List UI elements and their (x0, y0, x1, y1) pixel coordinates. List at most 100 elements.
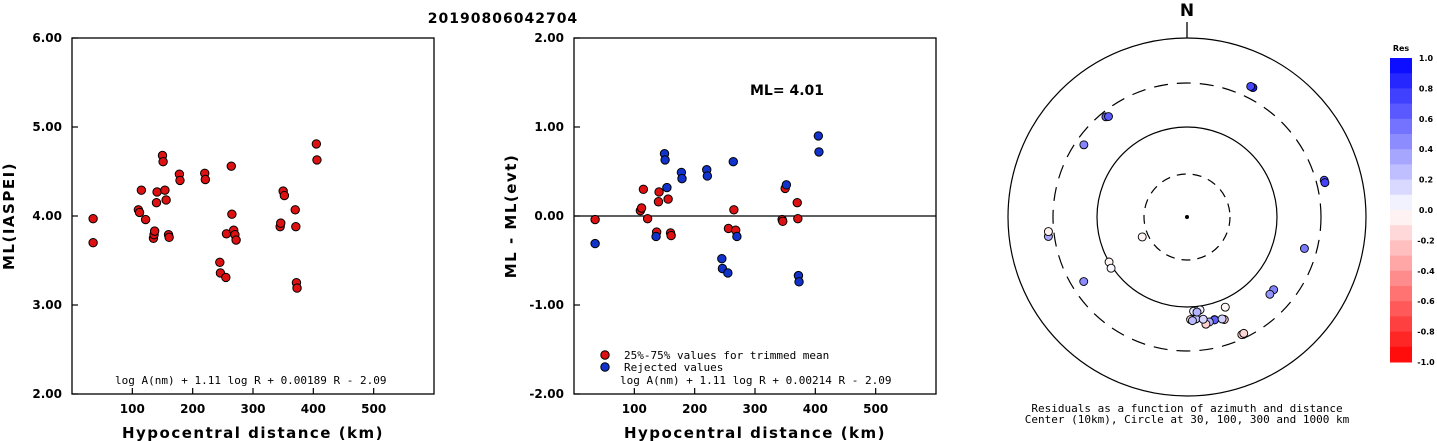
colorbar-cell (1390, 240, 1412, 257)
plot1-point (290, 205, 300, 215)
colorbar-cell (1390, 164, 1412, 181)
plot2-point-trimmed (590, 214, 600, 225)
magnitude-vs-distance-plot: 100 200 300 400 500 2.00 3.00 4.00 5.00 6.00 Hypo… (0, 31, 435, 441)
polar-point (1299, 244, 1309, 253)
plot1-point (292, 283, 302, 293)
plot1-xtick-label: 200 (180, 402, 205, 416)
plot2-point-rejected (702, 171, 713, 181)
colorbar-tick-label: -0.2 (1417, 236, 1435, 245)
plot2-point-trimmed (642, 213, 653, 224)
epicenter-marker (1185, 215, 1189, 219)
colorbar-cell (1390, 210, 1412, 226)
plot2-ytick-label: -2.00 (529, 387, 564, 401)
plot1-point (164, 232, 174, 243)
plot1-point (227, 209, 237, 219)
plot2-xtick-label: 100 (622, 402, 647, 416)
colorbar-cell (1390, 58, 1412, 74)
plot2-point-rejected (662, 182, 672, 193)
colorbar-title: Res (1393, 44, 1410, 53)
polar-point (1192, 307, 1202, 317)
azimuth-polar-plot: N Residuals as a function of azimuth and… (1007, 1, 1367, 426)
colorbar-cell (1390, 88, 1412, 105)
plot1-point (134, 207, 145, 218)
plot2-point-trimmed (654, 187, 664, 197)
colorbar-cell (1390, 286, 1412, 302)
plot2-point-trimmed (793, 213, 803, 224)
plot1-point (88, 213, 98, 224)
polar-point (1043, 227, 1053, 237)
plot2-xtick-label: 300 (742, 402, 767, 416)
ring-1000km (1007, 37, 1367, 397)
plot1-ytick-label: 5.00 (32, 120, 62, 134)
plot1-point (215, 257, 225, 267)
plot1-points (88, 139, 322, 293)
polar-point (1239, 328, 1249, 338)
plot2-point-rejected (813, 131, 824, 141)
plot1-point (140, 214, 151, 225)
plot1-point (158, 157, 168, 167)
ml-value-label: ML= 4.01 (750, 83, 824, 99)
north-label: N (1180, 1, 1194, 21)
plot2-point-rejected (794, 277, 804, 287)
plot1-point (276, 218, 286, 228)
plot2-xtick-label: 400 (803, 402, 828, 416)
colorbar-cell (1390, 103, 1412, 120)
plot1-xtick-label: 300 (240, 402, 265, 416)
colorbar-cell (1390, 225, 1412, 241)
colorbar-tick-label: 0.8 (1419, 84, 1434, 93)
plot1-point (161, 195, 171, 205)
plot1-point (175, 175, 185, 186)
colorbar-tick-labels: 1.0 0.8 0.6 0.4 0.2 0.0 -0.2 -0.4 -0.6 -0.8 -1.0 (1417, 54, 1435, 367)
plot2-point-rejected (590, 238, 600, 249)
plot2-point-rejected (717, 254, 727, 264)
plot2-axis-ticks: 100 200 300 400 500 -2.00 -1.00 0.00 1.00 2.00 (529, 31, 888, 416)
colorbar-tick-label: 0.2 (1419, 176, 1433, 185)
plot1-point (231, 235, 241, 245)
plot2-point-rejected (781, 180, 792, 190)
plot2-ytick-label: -1.00 (529, 298, 564, 312)
plot1-frame (71, 37, 435, 395)
plot2-point-trimmed (636, 203, 647, 213)
plot2-point-rejected (723, 268, 733, 278)
polar-point (1137, 232, 1147, 242)
polar-caption-line2: Center (10km), Circle at 30, 100, 300 an… (1025, 413, 1350, 426)
plot2-point-rejected (732, 231, 742, 242)
polar-point (1079, 140, 1089, 150)
plot1-point (226, 161, 236, 171)
plot2-ytick-label: 1.00 (534, 120, 564, 134)
polar-point (1079, 277, 1089, 286)
plot1-ytick-label: 4.00 (32, 209, 62, 223)
ring-300km (1052, 82, 1322, 352)
colorbar-cell (1390, 270, 1412, 287)
colorbar-tick-label: 1.0 (1419, 54, 1434, 63)
plot2-point-rejected (677, 173, 687, 184)
plot2-point-rejected (728, 157, 738, 167)
legend-label-trimmed: 25%-75% values for trimmed mean (624, 349, 829, 362)
polar-caption-line1: Residuals as a function of azimuth and d… (1031, 402, 1342, 415)
plot1-point (151, 197, 162, 208)
legend-label-rejected: Rejected values (624, 361, 723, 374)
figure-title: 20190806042704 (428, 11, 578, 27)
plot2-xtick-label: 200 (682, 402, 707, 416)
plot1-ytick-label: 2.00 (32, 387, 62, 401)
plot2-point-trimmed (663, 194, 673, 204)
legend-marker-trimmed (600, 350, 610, 360)
plot1-formula: log A(nm) + 1.11 log R + 0.00189 R - 2.0… (115, 374, 387, 387)
plot1-point (221, 272, 231, 283)
plot2-points (590, 131, 824, 287)
colorbar-cell (1390, 194, 1412, 211)
colorbar-cell (1390, 149, 1412, 165)
colorbar-cells (1390, 58, 1412, 363)
plot1-point (200, 174, 211, 185)
colorbar-tick-label: -0.4 (1417, 267, 1435, 276)
polar-points (1043, 81, 1330, 340)
colorbar-tick-label: 0.6 (1419, 115, 1434, 124)
colorbar-cell (1390, 331, 1412, 348)
colorbar-cell (1390, 316, 1412, 333)
colorbar-cell (1390, 118, 1412, 135)
plot1-point (291, 221, 301, 232)
plot1-xtick-label: 100 (120, 402, 145, 416)
polar-point (1246, 81, 1256, 91)
colorbar-cell (1390, 134, 1412, 150)
colorbar-cell (1390, 346, 1412, 363)
